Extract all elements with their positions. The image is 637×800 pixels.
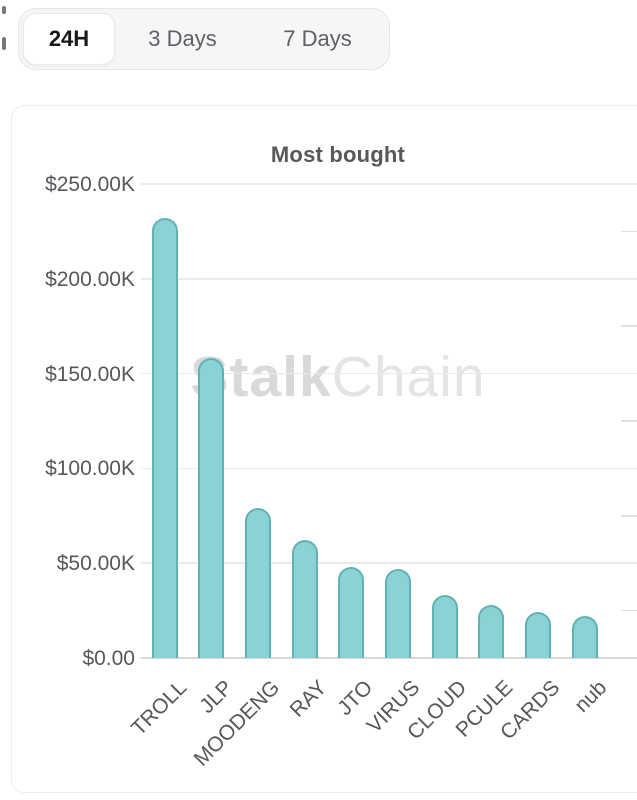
bar-cards[interactable]	[525, 612, 552, 658]
gridline	[141, 278, 637, 280]
y-axis-tick-label: $150.00K	[45, 362, 135, 386]
chart-card: Most bought StalkChain $250.00K $200.00K $…	[11, 105, 637, 793]
bar-pcule[interactable]	[478, 604, 505, 658]
bar-ray[interactable]	[291, 540, 318, 658]
chart-title: Most bought	[270, 142, 406, 167]
screen-edge-artifact	[2, 37, 6, 50]
minor-tick	[621, 420, 637, 422]
minor-tick	[621, 230, 637, 233]
gridline	[141, 562, 637, 564]
minor-tick	[621, 515, 637, 517]
y-axis-tick-label: $50.00K	[56, 552, 135, 576]
gridline	[141, 372, 637, 375]
screen-edge-artifact	[2, 6, 6, 14]
bar-nub[interactable]	[571, 616, 598, 658]
y-axis-tick-label: $100.00K	[45, 457, 135, 481]
bar-jto[interactable]	[338, 566, 365, 658]
gridline	[141, 183, 637, 185]
plot-area: $250.00K $200.00K $150.00K $100.00K $50.00K $…	[12, 106, 637, 792]
tab-7-days[interactable]: 7 Days	[250, 13, 385, 65]
y-axis-tick-label: $0.00	[82, 647, 135, 670]
tab-24h[interactable]: 24H	[23, 13, 115, 65]
bar-troll[interactable]	[151, 218, 178, 658]
bar-jlp[interactable]	[198, 358, 225, 658]
y-axis-tick-label: $250.00K	[45, 173, 135, 196]
bar-moodeng[interactable]	[244, 508, 271, 658]
timeframe-tabs: 24H 3 Days 7 Days	[18, 8, 390, 70]
bar-virus[interactable]	[385, 568, 411, 658]
x-axis-line	[141, 657, 637, 659]
tab-3-days[interactable]: 3 Days	[115, 13, 250, 65]
minor-tick	[621, 325, 637, 327]
y-axis-tick-label: $200.00K	[45, 267, 135, 291]
gridline	[141, 467, 637, 470]
minor-tick	[621, 609, 637, 612]
bar-cloud[interactable]	[431, 595, 458, 658]
